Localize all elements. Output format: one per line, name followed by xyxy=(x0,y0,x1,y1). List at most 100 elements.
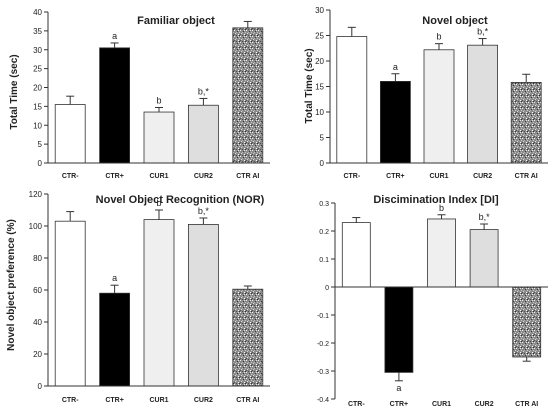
y-tick-label: 0 xyxy=(38,159,43,168)
bar xyxy=(510,82,542,164)
y-tick-label: 0 xyxy=(38,382,43,391)
x-tick-label: CUR1 xyxy=(149,173,168,180)
error-bar xyxy=(394,372,403,382)
chart-familiar-object: Familiar object Total Time (sec) 0 5 10 15 2… xyxy=(9,8,270,180)
error-bars xyxy=(66,20,252,113)
chart-nor: Novel Object Recognition (NOR) Novel obj… xyxy=(6,190,270,404)
bar xyxy=(187,104,219,164)
y-tick-label: -0.4 xyxy=(317,397,329,404)
x-tick-labels: CTR- CTR+ CUR1 CUR2 CTR AI xyxy=(343,173,537,180)
bar xyxy=(54,220,86,387)
bar xyxy=(384,286,414,373)
y-tick-label: 0 xyxy=(325,285,329,292)
significance-label: b xyxy=(156,96,161,106)
y-tick-label: 40 xyxy=(33,318,42,327)
error-bar xyxy=(155,209,163,220)
y-tick-label: 10 xyxy=(33,121,42,130)
x-tick-label: CUR2 xyxy=(473,173,492,180)
y-tick-label: 15 xyxy=(33,102,42,111)
bar xyxy=(427,218,456,288)
error-bar xyxy=(391,73,400,82)
y-tick-label: 0.1 xyxy=(319,257,329,264)
error-bar xyxy=(480,223,489,230)
y-tick-label: 100 xyxy=(29,222,43,231)
error-bar xyxy=(352,217,361,223)
y-tick-label: 35 xyxy=(33,27,42,36)
bar xyxy=(99,292,130,387)
significance-labels: a b b,* xyxy=(112,198,209,283)
x-tick-label: CTR- xyxy=(343,173,360,180)
significance-label: a xyxy=(396,383,401,393)
x-tick-label: CUR1 xyxy=(429,173,448,180)
error-bar xyxy=(435,43,443,50)
x-tick-labels: CTR- CTR+ CUR1 CUR2 CTR AI xyxy=(62,173,260,180)
bar xyxy=(232,27,264,164)
y-tick-label: 25 xyxy=(315,32,324,41)
bar xyxy=(187,223,219,387)
significance-label: b,* xyxy=(477,27,489,37)
y-tick-label: 25 xyxy=(33,65,42,74)
x-tick-label: CTR AI xyxy=(515,401,538,408)
y-tick-label: -0.3 xyxy=(317,369,329,376)
y-tick-label: 10 xyxy=(315,108,324,117)
y-ticks: 0 20 40 60 80 100 120 xyxy=(29,190,48,391)
bars xyxy=(341,218,542,373)
bars xyxy=(54,219,264,387)
bar xyxy=(467,44,499,164)
error-bars xyxy=(66,209,252,294)
bar xyxy=(512,286,542,358)
y-tick-label: 15 xyxy=(315,83,324,92)
significance-label: b xyxy=(439,203,444,213)
bar xyxy=(341,222,371,288)
bar xyxy=(143,219,175,387)
x-tick-label: CUR2 xyxy=(475,401,494,408)
error-bar xyxy=(478,38,487,46)
x-tick-label: CTR+ xyxy=(105,397,123,404)
x-tick-label: CTR AI xyxy=(236,397,259,404)
error-bar xyxy=(110,42,119,48)
bars xyxy=(336,36,542,164)
bars xyxy=(54,27,264,164)
significance-label: b xyxy=(156,198,161,208)
y-tick-label: -0.1 xyxy=(317,313,329,320)
significance-label: b xyxy=(436,32,441,42)
y-axis-label: Total Time (sec) xyxy=(9,54,20,129)
y-tick-label: 30 xyxy=(33,46,42,55)
y-tick-label: 80 xyxy=(33,254,42,263)
y-tick-label: 0 xyxy=(320,159,325,168)
significance-label: b,* xyxy=(198,86,210,96)
y-tick-label: 5 xyxy=(38,140,43,149)
x-tick-labels: CTR- CTR+ CUR1 CUR2 CTR AI xyxy=(348,401,538,408)
bar xyxy=(336,36,368,164)
error-bar xyxy=(110,284,119,294)
chart-title: Novel Object Recognition (NOR) xyxy=(96,194,265,206)
x-tick-label: CTR- xyxy=(348,401,365,408)
error-bar xyxy=(243,285,252,290)
x-tick-label: CTR+ xyxy=(390,401,408,408)
error-bar xyxy=(522,357,531,362)
bar xyxy=(469,229,499,288)
x-tick-label: CTR AI xyxy=(515,173,538,180)
x-tick-label: CUR1 xyxy=(432,401,451,408)
y-tick-label: 30 xyxy=(315,6,324,15)
chart-title: Discimination Index [DI] xyxy=(373,194,499,206)
bar xyxy=(54,104,86,164)
y-tick-label: 0.3 xyxy=(319,201,329,208)
y-tick-label: 20 xyxy=(315,57,324,66)
bar xyxy=(379,81,411,164)
error-bar xyxy=(199,97,208,106)
error-bar xyxy=(522,73,531,83)
error-bar xyxy=(66,95,75,105)
y-axis-label: Novel object preference (%) xyxy=(6,219,17,351)
x-tick-label: CUR2 xyxy=(194,397,213,404)
error-bar xyxy=(437,214,446,219)
significance-labels: a b b,* xyxy=(112,31,209,106)
y-tick-label: 20 xyxy=(33,350,42,359)
y-tick-label: 20 xyxy=(33,84,42,93)
y-tick-label: 60 xyxy=(33,286,42,295)
x-tick-label: CTR- xyxy=(62,173,79,180)
y-tick-label: 40 xyxy=(33,8,42,17)
chart-title: Novel object xyxy=(422,15,488,27)
y-ticks: 0 5 10 15 20 25 30 35 40 xyxy=(33,8,48,168)
